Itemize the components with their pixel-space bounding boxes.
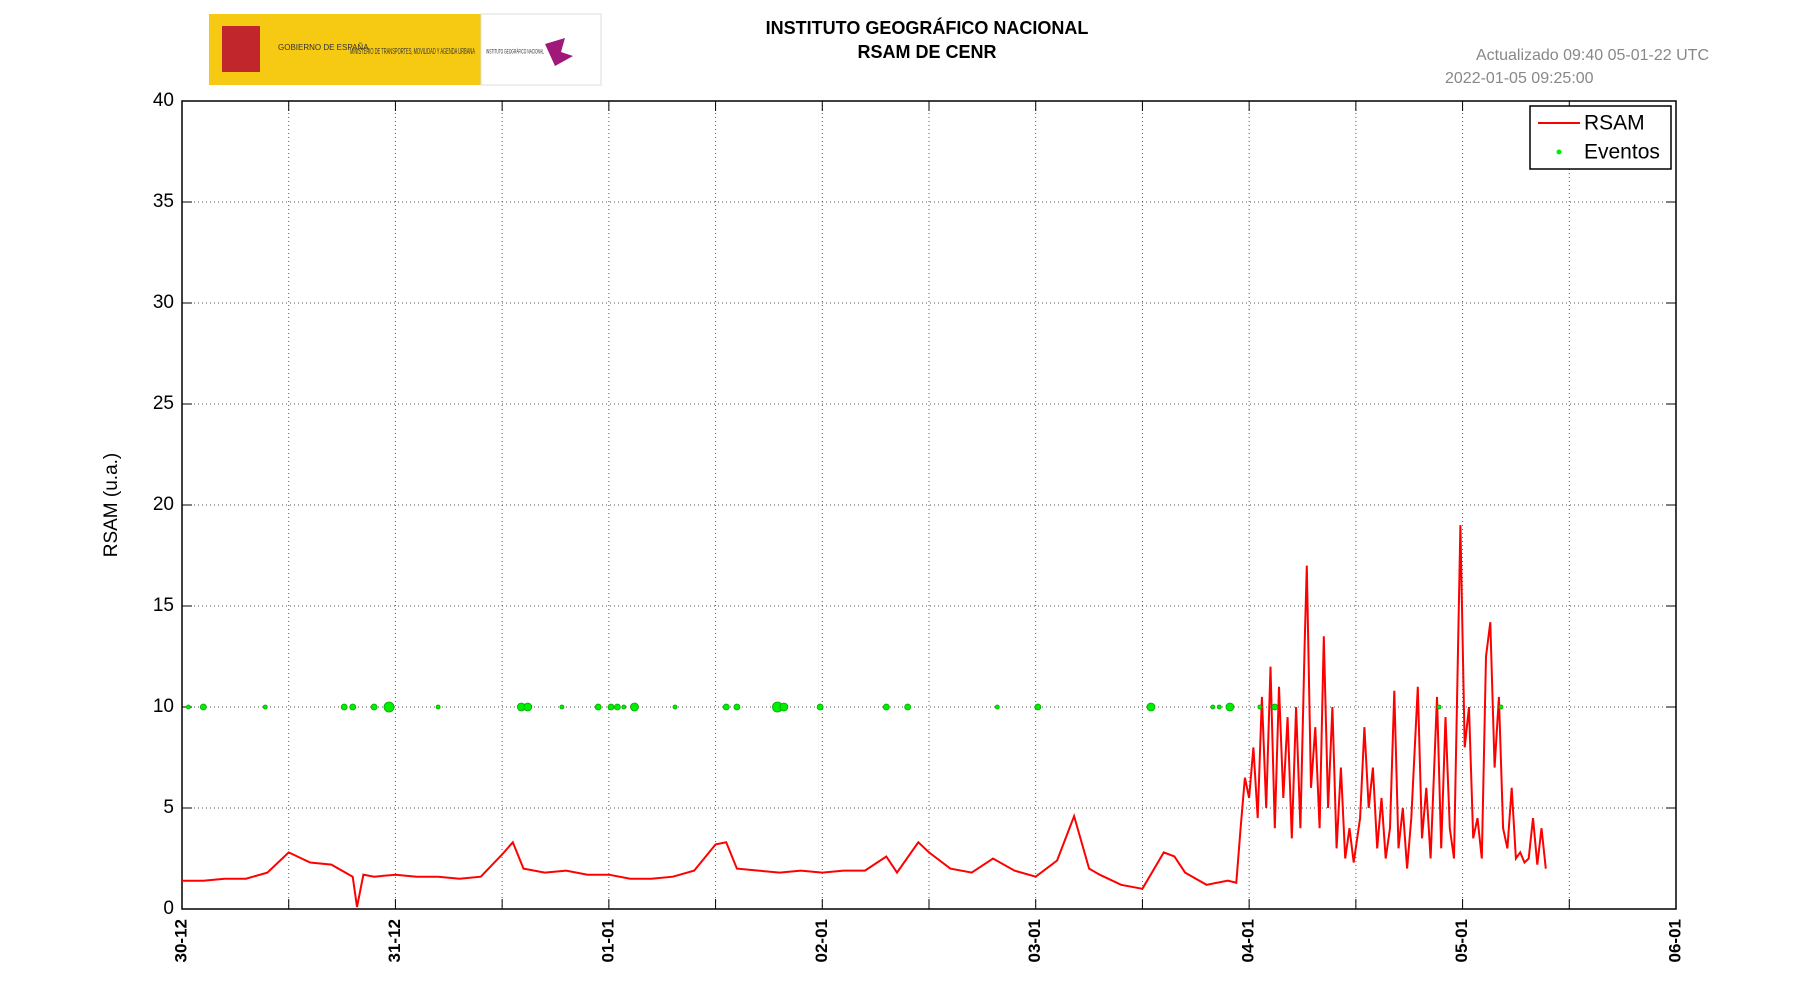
x-tick-label: 31-12 xyxy=(385,919,404,962)
event-point xyxy=(1216,704,1222,710)
event-point xyxy=(672,704,678,710)
y-tick-label: 10 xyxy=(153,696,174,717)
chart-title: INSTITUTO GEOGRÁFICO NACIONAL xyxy=(766,17,1089,38)
event-point xyxy=(559,704,565,710)
x-tick-label: 02-01 xyxy=(812,919,831,962)
event-point xyxy=(994,704,1000,710)
y-tick-label: 0 xyxy=(163,898,174,919)
event-point xyxy=(383,701,395,713)
event-point xyxy=(262,704,268,710)
x-tick-label: 05-01 xyxy=(1452,919,1471,962)
event-point xyxy=(1257,704,1263,710)
y-tick-label: 20 xyxy=(153,494,174,515)
event-point xyxy=(370,703,378,711)
event-point xyxy=(733,703,741,711)
event-point xyxy=(594,703,602,711)
event-point xyxy=(349,703,357,711)
event-point xyxy=(630,702,639,712)
event-point xyxy=(199,703,207,711)
event-point xyxy=(1146,702,1156,712)
y-tick-label: 30 xyxy=(153,292,174,313)
y-axis-label: RSAM (u.a.) xyxy=(101,453,122,558)
event-point xyxy=(1225,702,1235,712)
event-point xyxy=(1436,704,1442,710)
x-tick-label: 30-12 xyxy=(171,919,190,962)
y-tick-label: 5 xyxy=(163,797,174,818)
event-point xyxy=(1271,703,1279,711)
y-tick-label: 25 xyxy=(153,393,174,414)
event-point xyxy=(621,704,627,710)
event-point xyxy=(722,703,730,711)
logo-ministry: MINISTERIO DE TRANSPORTES, MOVILIDAD Y A… xyxy=(350,47,475,56)
event-point xyxy=(607,703,615,711)
event-point xyxy=(186,704,191,710)
event-point xyxy=(1210,704,1216,710)
x-tick-label: 04-01 xyxy=(1239,919,1258,962)
event-point xyxy=(340,703,348,711)
event-point xyxy=(816,703,824,711)
rsam-line xyxy=(182,525,1547,908)
event-point xyxy=(435,704,441,710)
updated: Actualizado 09:40 05-01-22 UTC xyxy=(1476,47,1709,64)
event-point xyxy=(779,702,789,712)
timestamp: 2022-01-05 09:25:00 xyxy=(1445,70,1594,87)
chart-subtitle: RSAM DE CENR xyxy=(857,42,996,62)
event-point xyxy=(1034,703,1042,711)
y-tick-label: 35 xyxy=(153,191,174,212)
logo-ign: INSTITUTO GEOGRÁFICO NACIONAL xyxy=(486,49,544,56)
legend-label: RSAM xyxy=(1584,112,1645,135)
x-tick-label: 06-01 xyxy=(1665,919,1684,962)
event-point xyxy=(1498,704,1504,710)
legend-swatch xyxy=(1556,149,1562,155)
legend-box xyxy=(1529,105,1672,170)
plot-frame xyxy=(181,100,1677,910)
event-point xyxy=(882,703,890,711)
legend-label: Eventos xyxy=(1584,141,1660,164)
event-point xyxy=(523,702,533,712)
y-tick-label: 15 xyxy=(153,595,174,616)
y-tick-label: 40 xyxy=(153,90,174,111)
event-point xyxy=(904,703,912,711)
x-tick-label: 03-01 xyxy=(1025,919,1044,962)
logo: GOBIERNO DE ESPAÑA MINISTERIO DE TRANSPO… xyxy=(209,13,602,86)
x-tick-label: 01-01 xyxy=(598,919,617,962)
event-point xyxy=(613,703,621,711)
logo-gov: GOBIERNO DE ESPAÑA xyxy=(278,43,369,52)
